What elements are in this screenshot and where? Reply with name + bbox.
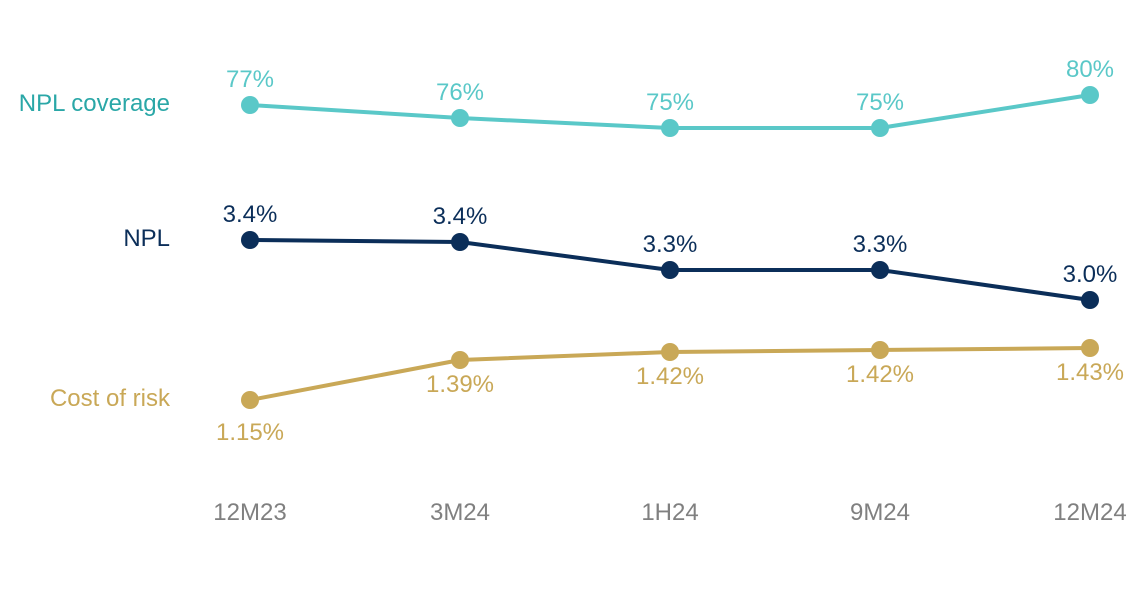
x-axis-label: 12M24 (1053, 499, 1126, 526)
npl_coverage-value-label: 75% (856, 89, 904, 116)
npl-value-label: 3.3% (643, 231, 698, 258)
npl_coverage-value-label: 80% (1066, 56, 1114, 83)
npl-marker (451, 233, 469, 251)
cost_of_risk-marker (241, 391, 259, 409)
npl_coverage-series-label: NPL coverage (19, 90, 170, 117)
cost_of_risk-value-label: 1.39% (426, 371, 494, 398)
npl-marker (871, 261, 889, 279)
npl_coverage-value-label: 76% (436, 79, 484, 106)
npl_coverage-marker (871, 119, 889, 137)
cost_of_risk-value-label: 1.15% (216, 419, 284, 446)
cost_of_risk-marker (1081, 339, 1099, 357)
x-axis-label: 9M24 (850, 499, 910, 526)
x-axis-label: 1H24 (641, 499, 698, 526)
npl_coverage-marker (241, 96, 259, 114)
npl-value-label: 3.4% (433, 203, 488, 230)
npl-value-label: 3.0% (1063, 261, 1118, 288)
npl-marker (1081, 291, 1099, 309)
cost_of_risk-marker (451, 351, 469, 369)
cost_of_risk-value-label: 1.42% (636, 363, 704, 390)
npl-metrics-chart: 12M23 3M24 1H24 9M24 12M24 77% 76% 75% 75% 80% NPL… (0, 0, 1147, 595)
npl-marker (661, 261, 679, 279)
x-axis-label: 3M24 (430, 499, 490, 526)
npl-value-label: 3.4% (223, 201, 278, 228)
cost_of_risk-value-label: 1.43% (1056, 359, 1124, 386)
x-axis-label: 12M23 (213, 499, 286, 526)
npl_coverage-marker (661, 119, 679, 137)
npl_coverage-marker (451, 109, 469, 127)
npl_coverage-value-label: 77% (226, 66, 274, 93)
npl-series-label: NPL (123, 225, 170, 252)
npl_coverage-marker (1081, 86, 1099, 104)
cost_of_risk-marker (661, 343, 679, 361)
npl-value-label: 3.3% (853, 231, 908, 258)
cost_of_risk-marker (871, 341, 889, 359)
cost_of_risk-series-label: Cost of risk (50, 385, 171, 412)
npl-marker (241, 231, 259, 249)
npl_coverage-value-label: 75% (646, 89, 694, 116)
cost_of_risk-value-label: 1.42% (846, 361, 914, 388)
